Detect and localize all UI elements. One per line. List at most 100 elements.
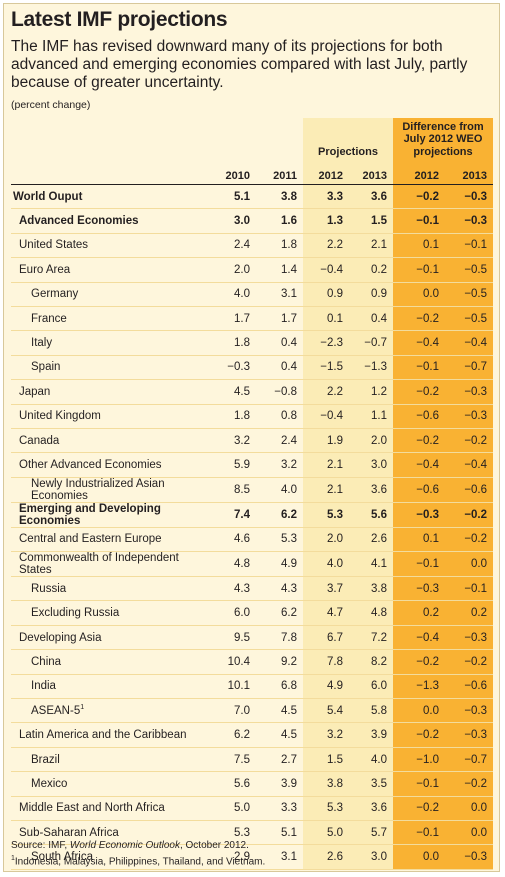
- value-cell: 3.0: [349, 844, 393, 870]
- value-cell: −0.5: [445, 257, 494, 283]
- value-cell: 4.5: [256, 698, 303, 724]
- value-cell: 1.8: [209, 330, 256, 356]
- year-header: 2012: [303, 160, 349, 185]
- source-note: Source: IMF, World Economic Outlook, Oct…: [11, 840, 249, 851]
- value-cell: 1.9: [303, 428, 349, 454]
- value-cell: 4.9: [256, 551, 303, 578]
- year-header: 2013: [349, 160, 393, 185]
- value-cell: −0.3: [445, 698, 494, 724]
- row-label: Latin America and the Caribbean: [11, 722, 209, 748]
- value-cell: −0.4: [445, 330, 494, 356]
- value-cell: 0.1: [393, 527, 445, 553]
- table-row: Japan 4.5 −0.8 2.2 1.2 −0.2 −0.3: [11, 379, 494, 405]
- unit-note: (percent change): [11, 99, 91, 111]
- table-row: Excluding Russia 6.0 6.2 4.7 4.8 0.2 0.2: [11, 600, 494, 626]
- row-label: Other Advanced Economies: [11, 452, 209, 478]
- table-row: Sub-Saharan Africa 5.3 5.1 5.0 5.7 −0.1 0.0: [11, 820, 494, 846]
- value-cell: −0.2: [393, 649, 445, 675]
- value-cell: 8.5: [209, 477, 256, 503]
- value-cell: −0.4: [303, 404, 349, 429]
- row-label: United States: [11, 233, 209, 259]
- table-row: Germany 4.0 3.1 0.9 0.9 0.0 −0.5: [11, 282, 494, 307]
- value-cell: 3.3: [303, 184, 349, 210]
- value-cell: 3.9: [256, 771, 303, 797]
- value-cell: −0.3: [445, 184, 494, 210]
- value-cell: −0.3: [393, 576, 445, 602]
- table-row: China 10.4 9.2 7.8 8.2 −0.2 −0.2: [11, 649, 494, 675]
- row-label: United Kingdom: [11, 404, 209, 429]
- value-cell: −1.0: [393, 747, 445, 773]
- value-cell: 1.8: [256, 233, 303, 259]
- value-cell: 0.4: [256, 330, 303, 356]
- row-label: Canada: [11, 428, 209, 454]
- table-header-year-row: 2010 2011 2012 2013 2012 2013: [11, 160, 494, 185]
- value-cell: 7.8: [303, 649, 349, 675]
- value-cell: −0.4: [393, 625, 445, 651]
- row-label: Brazil: [11, 747, 209, 773]
- value-cell: 1.5: [303, 747, 349, 773]
- value-cell: 8.2: [349, 649, 393, 675]
- row-label: Russia: [11, 576, 209, 602]
- table-row: World Ouput 5.1 3.8 3.3 3.6 −0.2 −0.3: [11, 184, 494, 210]
- value-cell: 0.0: [393, 282, 445, 307]
- row-label: Developing Asia: [11, 625, 209, 651]
- value-cell: −0.6: [445, 674, 494, 700]
- row-label: India: [11, 674, 209, 700]
- value-cell: 1.7: [256, 306, 303, 332]
- value-cell: 3.6: [349, 796, 393, 821]
- value-cell: 3.2: [256, 452, 303, 478]
- value-cell: −0.4: [393, 452, 445, 478]
- value-cell: −0.6: [445, 477, 494, 503]
- value-cell: 4.8: [209, 551, 256, 578]
- value-cell: 4.5: [209, 379, 256, 405]
- value-cell: 4.0: [349, 747, 393, 773]
- value-cell: −0.6: [393, 477, 445, 503]
- value-cell: 3.8: [303, 771, 349, 797]
- value-cell: 7.2: [349, 625, 393, 651]
- value-cell: 5.0: [209, 796, 256, 821]
- value-cell: 5.4: [303, 698, 349, 724]
- value-cell: −0.2: [445, 527, 494, 553]
- value-cell: 1.3: [303, 208, 349, 234]
- value-cell: 5.6: [349, 502, 393, 528]
- value-cell: −0.1: [393, 208, 445, 234]
- table-row: India 10.1 6.8 4.9 6.0 −1.3 −0.6: [11, 674, 494, 700]
- value-cell: 0.4: [256, 355, 303, 381]
- value-cell: −0.3: [445, 404, 494, 429]
- value-cell: 1.1: [349, 404, 393, 429]
- value-cell: 0.2: [445, 600, 494, 626]
- value-cell: 2.6: [349, 527, 393, 553]
- value-cell: 1.8: [209, 404, 256, 429]
- figure-subtitle: The IMF has revised downward many of its…: [11, 38, 468, 91]
- row-label: China: [11, 649, 209, 675]
- table-row: South Africa 2.9 3.1 2.6 3.0 0.0 −0.3: [11, 844, 494, 870]
- value-cell: 3.8: [256, 184, 303, 210]
- row-label: Spain: [11, 355, 209, 381]
- value-cell: 9.5: [209, 625, 256, 651]
- value-cell: −0.1: [393, 355, 445, 381]
- value-cell: 2.1: [303, 477, 349, 503]
- value-cell: −0.1: [393, 257, 445, 283]
- value-cell: 1.2: [349, 379, 393, 405]
- value-cell: 0.4: [349, 306, 393, 332]
- value-cell: 6.2: [256, 502, 303, 528]
- table-row: Spain −0.3 0.4 −1.5 −1.3 −0.1 −0.7: [11, 355, 494, 381]
- value-cell: 2.7: [256, 747, 303, 773]
- value-cell: −0.1: [445, 576, 494, 602]
- value-cell: 5.8: [349, 698, 393, 724]
- row-label: Central and Eastern Europe: [11, 527, 209, 553]
- value-cell: 5.0: [303, 820, 349, 846]
- value-cell: 3.8: [349, 576, 393, 602]
- value-cell: 3.0: [209, 208, 256, 234]
- value-cell: 4.9: [303, 674, 349, 700]
- value-cell: 3.3: [256, 796, 303, 821]
- value-cell: −0.2: [393, 184, 445, 210]
- value-cell: 4.6: [209, 527, 256, 553]
- table-row: Newly Industrialized Asian Economies 8.5 4…: [11, 477, 494, 503]
- row-label: France: [11, 306, 209, 332]
- value-cell: 2.9: [209, 844, 256, 870]
- value-cell: −0.7: [349, 330, 393, 356]
- row-label: Middle East and North Africa: [11, 796, 209, 821]
- value-cell: 3.0: [349, 452, 393, 478]
- value-cell: 0.2: [393, 600, 445, 626]
